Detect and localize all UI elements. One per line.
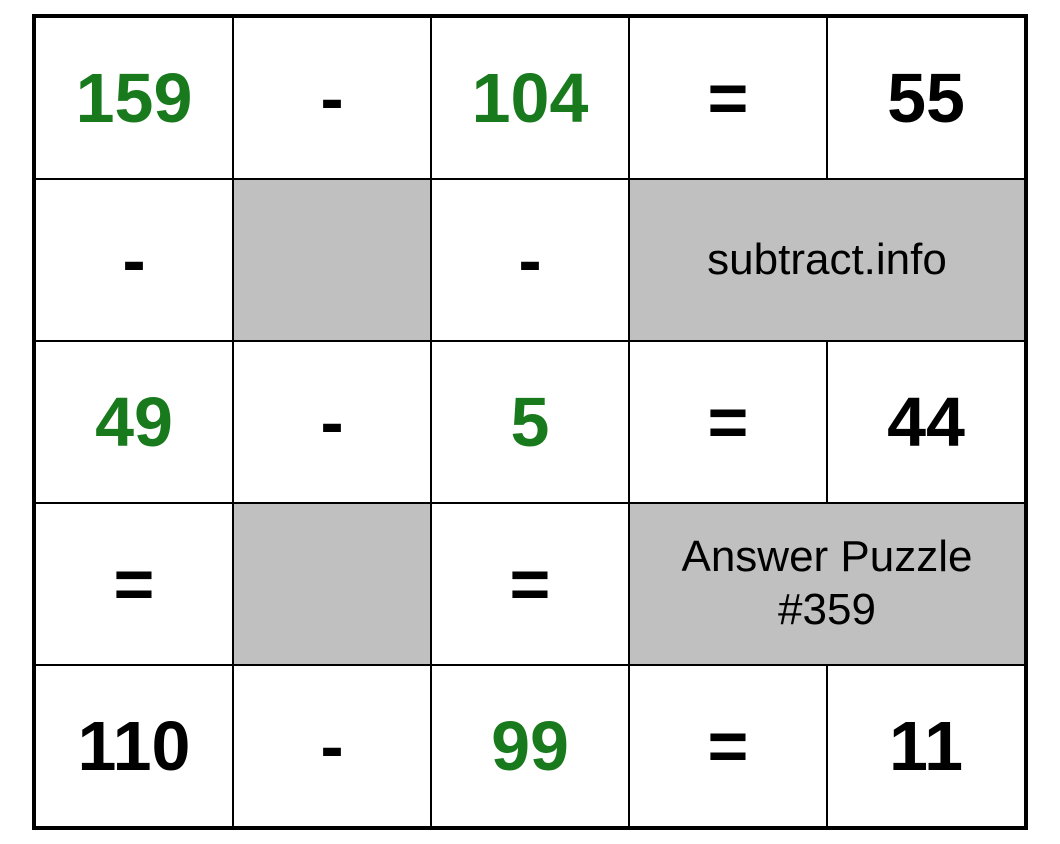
cell-blank [233,503,431,665]
cell-operand: 159 [34,16,233,179]
cell-operator: - [233,16,431,179]
site-label: subtract.info [629,179,1026,341]
cell-operator: - [233,341,431,503]
cell-result: 55 [827,16,1026,179]
answer-label-line2: #359 [630,584,1024,637]
cell-equals: = [629,16,827,179]
cell-equals: = [629,341,827,503]
cell-blank [233,179,431,341]
grid-row: 159 - 104 = 55 [34,16,1026,179]
grid-row: - - subtract.info [34,179,1026,341]
cell-result: 11 [827,665,1026,828]
cell-operator: - [233,665,431,828]
grid-row: 110 - 99 = 11 [34,665,1026,828]
cell-operand: 110 [34,665,233,828]
cell-operand: 104 [431,16,629,179]
answer-label-line1: Answer Puzzle [630,531,1024,584]
cell-result: 44 [827,341,1026,503]
subtraction-puzzle-grid: 159 - 104 = 55 - - subtract.info 49 - 5 … [32,14,1028,830]
cell-equals: = [431,503,629,665]
cell-equals: = [629,665,827,828]
cell-equals: = [34,503,233,665]
cell-operator: - [34,179,233,341]
grid-row: 49 - 5 = 44 [34,341,1026,503]
grid-row: = = Answer Puzzle #359 [34,503,1026,665]
cell-operator: - [431,179,629,341]
cell-operand: 49 [34,341,233,503]
cell-operand: 99 [431,665,629,828]
cell-operand: 5 [431,341,629,503]
answer-puzzle-label: Answer Puzzle #359 [629,503,1026,665]
